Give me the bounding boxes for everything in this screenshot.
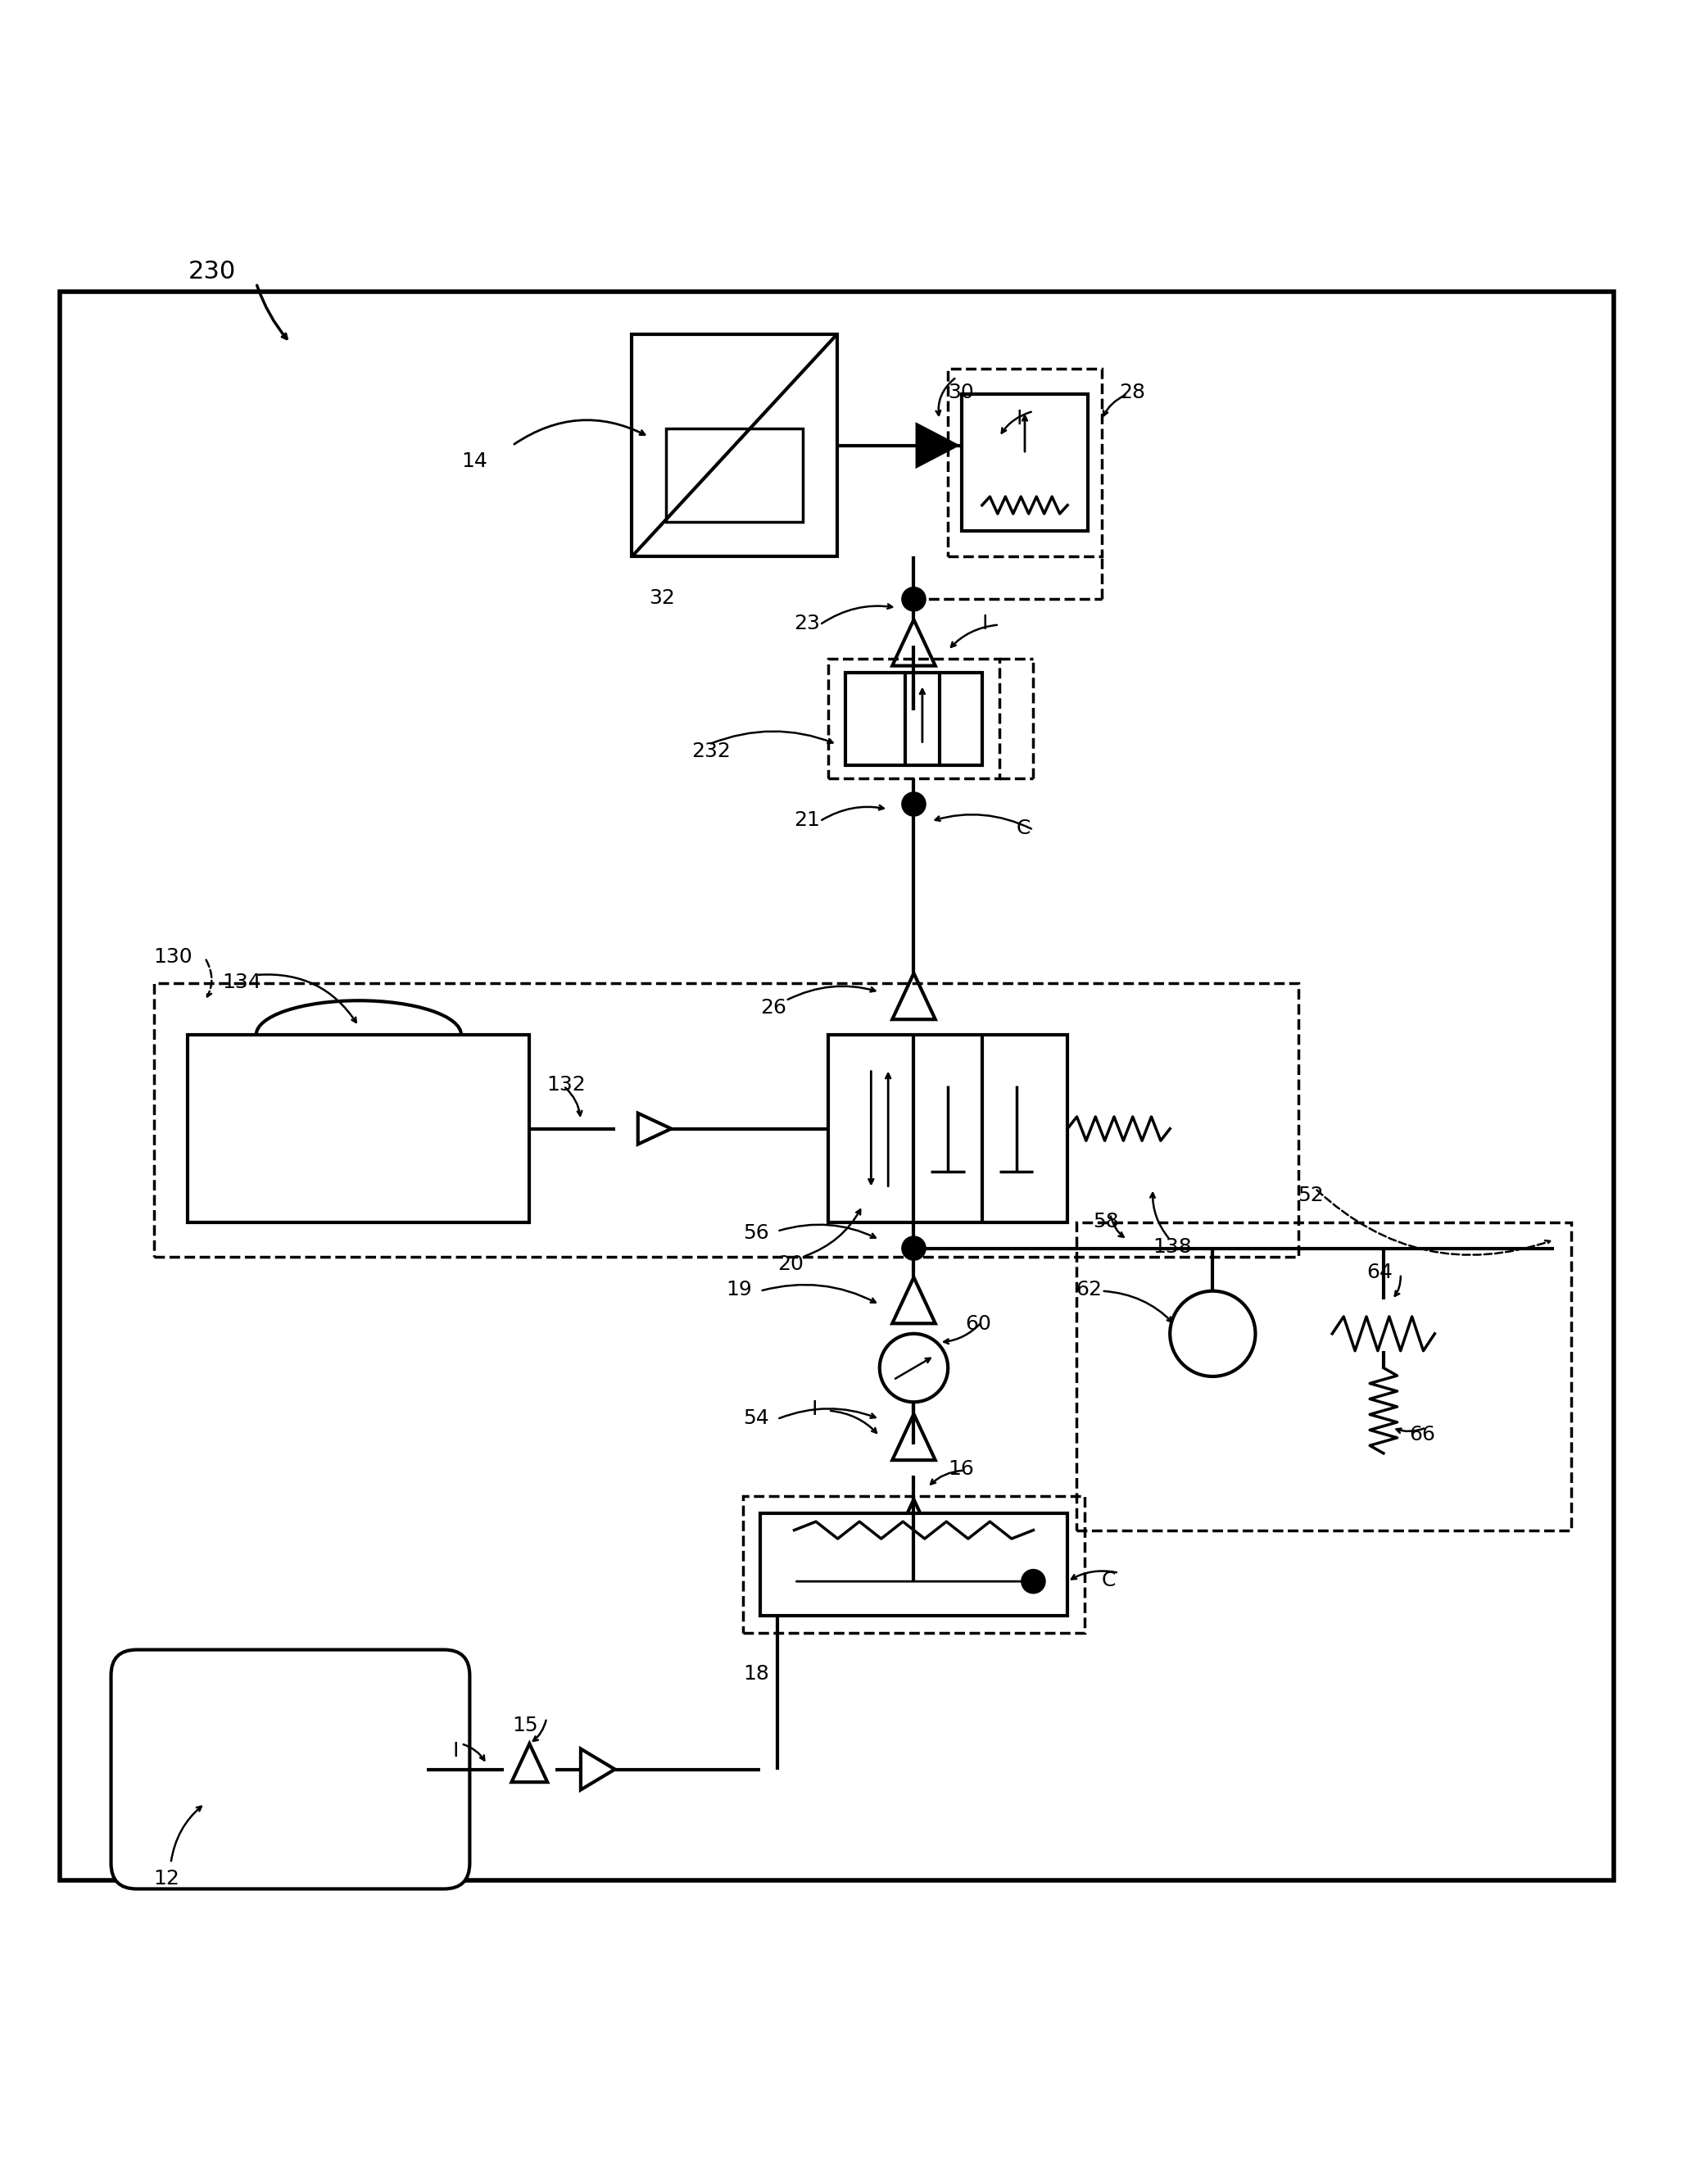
Bar — [828, 658, 999, 778]
Bar — [743, 1497, 1085, 1633]
Text: 28: 28 — [1119, 382, 1144, 402]
Circle shape — [902, 586, 926, 610]
Text: 56: 56 — [743, 1223, 769, 1242]
Text: 26: 26 — [760, 997, 786, 1019]
Bar — [948, 369, 1102, 556]
Text: 16: 16 — [948, 1460, 974, 1479]
Text: 66: 66 — [1409, 1425, 1435, 1444]
Text: 18: 18 — [743, 1664, 769, 1683]
Text: I: I — [811, 1399, 818, 1418]
Bar — [666, 428, 803, 521]
Text: 132: 132 — [547, 1075, 586, 1095]
Text: 130: 130 — [154, 947, 193, 967]
Text: 60: 60 — [965, 1314, 991, 1334]
Text: I: I — [453, 1742, 459, 1761]
Text: 134: 134 — [222, 973, 261, 993]
Text: 20: 20 — [777, 1253, 803, 1275]
Text: 12: 12 — [154, 1870, 179, 1890]
Circle shape — [902, 793, 926, 817]
Bar — [188, 1034, 529, 1223]
Text: I: I — [982, 615, 989, 634]
Text: 62: 62 — [1076, 1279, 1102, 1299]
Text: I: I — [1016, 408, 1023, 428]
Text: 138: 138 — [1153, 1238, 1192, 1258]
Bar — [154, 984, 1298, 1258]
Bar — [1076, 1223, 1571, 1529]
Text: 58: 58 — [1093, 1212, 1119, 1232]
Text: 54: 54 — [743, 1407, 769, 1427]
Text: 15: 15 — [512, 1716, 538, 1735]
Bar — [962, 393, 1088, 530]
Text: 21: 21 — [794, 810, 820, 830]
Text: 64: 64 — [1366, 1262, 1392, 1281]
Bar — [828, 1034, 1068, 1223]
Text: C: C — [1102, 1570, 1115, 1590]
Text: C: C — [1016, 819, 1030, 838]
Bar — [760, 1514, 1068, 1616]
Text: 23: 23 — [794, 615, 820, 634]
Bar — [845, 673, 982, 765]
Circle shape — [902, 1236, 926, 1260]
Bar — [632, 334, 837, 556]
Text: 30: 30 — [948, 382, 974, 402]
Text: 230: 230 — [188, 258, 236, 282]
Text: 232: 232 — [692, 743, 731, 762]
Polygon shape — [917, 426, 956, 467]
Text: 52: 52 — [1298, 1186, 1324, 1205]
Circle shape — [1021, 1570, 1045, 1594]
Text: 14: 14 — [461, 452, 487, 471]
Text: 32: 32 — [649, 589, 675, 608]
FancyBboxPatch shape — [111, 1651, 470, 1890]
Text: 19: 19 — [726, 1279, 752, 1299]
